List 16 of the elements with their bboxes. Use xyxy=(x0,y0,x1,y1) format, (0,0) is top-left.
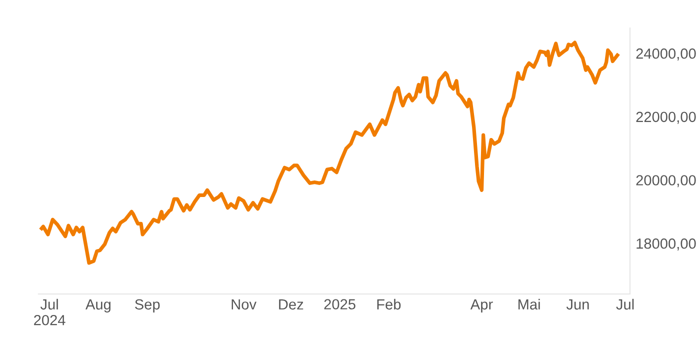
x-tick-label: Dez xyxy=(279,299,304,310)
x-tick-label: 2025 xyxy=(324,299,356,310)
y-tick-label: 18000,00 xyxy=(636,238,696,250)
x-tick-label: Sep xyxy=(135,299,160,312)
x-tick-label: Jul xyxy=(616,298,634,310)
x-tick-label: Apr xyxy=(470,299,493,312)
x-tick-label: Feb xyxy=(377,298,401,310)
x-tick-label: Jun xyxy=(566,299,589,310)
x-tick-label: Jul 2024 xyxy=(34,298,66,326)
y-tick-label: 24000,00 xyxy=(636,48,696,60)
y-tick-label: 22000,00 xyxy=(636,112,696,124)
x-tick-label: Nov xyxy=(232,299,256,310)
line-series xyxy=(40,40,620,265)
x-tick-label: Aug xyxy=(85,299,110,312)
x-tick-label: Mai xyxy=(518,298,540,310)
y-tick-label: 20000,00 xyxy=(636,175,696,188)
